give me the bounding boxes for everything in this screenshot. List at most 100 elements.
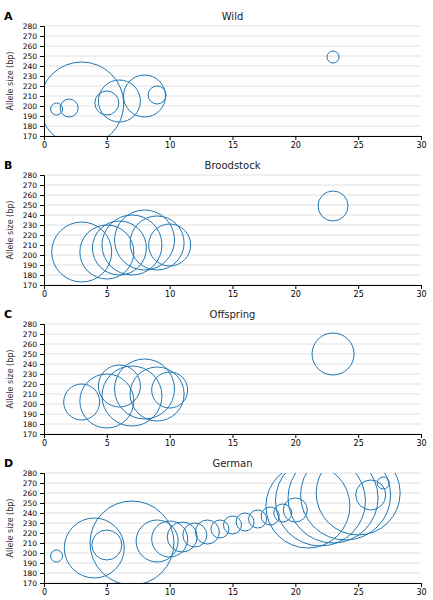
x-tick-label: 30 <box>416 141 426 150</box>
grid-line <box>44 563 421 564</box>
y-tick-mark <box>40 364 44 365</box>
x-tick-label: 20 <box>291 439 301 448</box>
y-tick-mark <box>40 96 44 97</box>
y-axis: 170180190200210220230240250260270280 <box>23 171 45 290</box>
x-tick-mark <box>107 285 108 289</box>
grid-line <box>44 354 421 355</box>
y-tick-mark <box>40 175 44 176</box>
y-tick-mark <box>40 26 44 27</box>
y-tick-mark <box>40 136 44 137</box>
grid-line <box>44 265 421 266</box>
panel-label: C <box>4 308 12 321</box>
y-tick-label: 170 <box>23 132 38 141</box>
y-tick-mark <box>40 126 44 127</box>
y-tick-mark <box>40 255 44 256</box>
panel-label: D <box>4 457 13 470</box>
x-tick-mark <box>421 285 422 289</box>
y-tick: 170 <box>23 281 44 290</box>
panel-title: Broodstock <box>205 160 261 171</box>
y-tick: 180 <box>23 122 44 131</box>
x-tick-label: 30 <box>416 588 426 597</box>
y-tick: 230 <box>23 72 44 81</box>
y-tick-label: 220 <box>23 380 38 389</box>
grid-line <box>44 175 421 176</box>
y-tick-mark <box>40 483 44 484</box>
y-axis-line <box>40 325 45 435</box>
y-tick: 230 <box>23 370 44 379</box>
y-tick-mark <box>40 513 44 514</box>
y-tick: 200 <box>23 102 44 111</box>
grid-line <box>44 46 421 47</box>
y-tick-mark <box>40 86 44 87</box>
y-tick-label: 250 <box>23 201 38 210</box>
bubble <box>92 530 122 560</box>
y-tick-mark <box>40 404 44 405</box>
y-tick: 220 <box>23 231 44 240</box>
x-tick: 20 <box>291 285 301 299</box>
x-tick-label: 20 <box>291 290 301 299</box>
y-tick: 240 <box>23 62 44 71</box>
x-tick: 10 <box>165 136 175 150</box>
y-tick-label: 230 <box>23 221 38 230</box>
y-tick-label: 180 <box>23 420 38 429</box>
x-tick-mark <box>421 583 422 587</box>
x-tick: 10 <box>165 285 175 299</box>
x-tick: 0 <box>42 136 47 150</box>
x-tick-label: 0 <box>42 141 47 150</box>
x-axis-line <box>45 286 422 290</box>
grid-line <box>44 324 421 325</box>
x-tick-label: 0 <box>42 290 47 299</box>
x-tick-mark <box>295 434 296 438</box>
panel-title: German <box>212 458 252 469</box>
y-tick-mark <box>40 563 44 564</box>
y-axis-title: Allele size (bp) <box>6 52 15 111</box>
y-tick: 170 <box>23 579 44 588</box>
y-axis-title: Allele size (bp) <box>6 499 15 558</box>
y-axis-line <box>40 176 45 286</box>
x-tick-label: 15 <box>228 141 238 150</box>
x-tick: 10 <box>165 434 175 448</box>
y-tick: 190 <box>23 261 44 270</box>
y-tick-label: 280 <box>23 171 38 180</box>
x-tick-mark <box>358 285 359 289</box>
x-tick-label: 10 <box>165 588 175 597</box>
x-tick-label: 5 <box>105 290 110 299</box>
x-tick-mark <box>421 434 422 438</box>
y-tick-mark <box>40 334 44 335</box>
y-tick: 270 <box>23 32 44 41</box>
bubble <box>318 191 348 221</box>
y-tick: 260 <box>23 191 44 200</box>
y-tick-mark <box>40 56 44 57</box>
y-tick-mark <box>40 116 44 117</box>
x-tick: 0 <box>42 434 47 448</box>
x-tick-label: 15 <box>228 290 238 299</box>
y-tick: 270 <box>23 181 44 190</box>
y-tick-mark <box>40 195 44 196</box>
y-tick-mark <box>40 374 44 375</box>
y-tick-label: 170 <box>23 579 38 588</box>
x-tick: 15 <box>228 136 238 150</box>
x-tick: 25 <box>354 583 364 597</box>
x-tick-mark <box>170 136 171 140</box>
bubble <box>195 520 219 544</box>
panel-label: A <box>4 10 13 23</box>
y-tick-label: 230 <box>23 519 38 528</box>
y-tick: 230 <box>23 221 44 230</box>
grid-line <box>44 255 421 256</box>
grid-line <box>44 96 421 97</box>
grid <box>44 324 421 434</box>
bubble <box>60 99 78 117</box>
marks <box>51 473 401 583</box>
y-tick: 180 <box>23 569 44 578</box>
bubble <box>283 498 307 522</box>
y-tick: 280 <box>23 320 44 329</box>
x-tick: 5 <box>105 285 110 299</box>
y-axis: 170180190200210220230240250260270280 <box>23 22 45 141</box>
bubble <box>64 384 100 420</box>
x-tick: 5 <box>105 136 110 150</box>
bubble <box>167 522 197 552</box>
bubble <box>64 518 124 578</box>
panel: 0510152025301701801902002102202302402502… <box>4 159 427 299</box>
grid-line <box>44 334 421 335</box>
x-tick: 5 <box>105 434 110 448</box>
